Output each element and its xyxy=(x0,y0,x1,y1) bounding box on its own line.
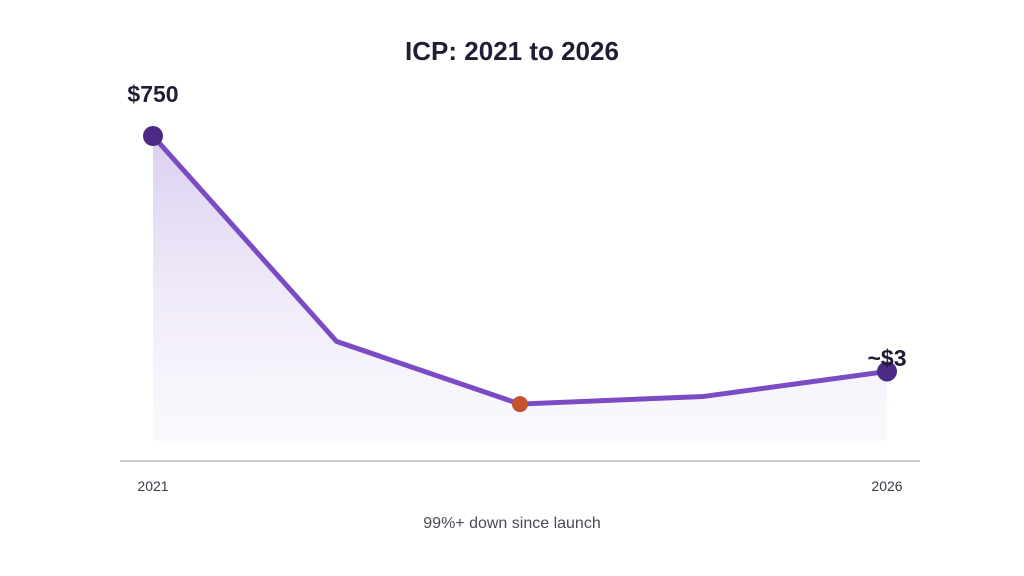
x-tick-label-2021: 2021 xyxy=(137,478,168,494)
low-point xyxy=(512,396,528,413)
chart-caption: 99%+ down since launch xyxy=(423,515,600,532)
start-point xyxy=(143,126,163,146)
end-value-label: ~$3 xyxy=(867,345,906,371)
start-value-label: $750 xyxy=(127,81,178,107)
end-point xyxy=(877,361,897,382)
x-tick-label-2026: 2026 xyxy=(871,478,902,494)
chart-title: ICP: 2021 to 2026 xyxy=(405,36,619,66)
data-points xyxy=(143,126,897,413)
area-fill xyxy=(153,136,887,441)
